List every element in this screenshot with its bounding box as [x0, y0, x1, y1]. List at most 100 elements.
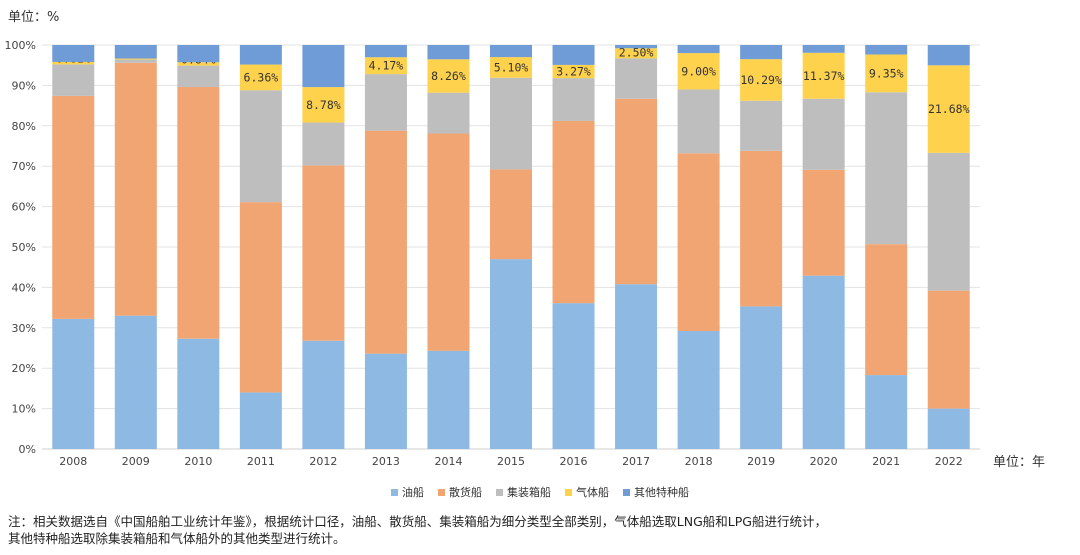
- bar-segment: [865, 244, 908, 376]
- bar-segment: [177, 45, 220, 63]
- bar-segment: [364, 45, 407, 58]
- bar-segment: [239, 45, 282, 65]
- bar-segment: [615, 45, 658, 49]
- data-label: 9.35%: [869, 66, 904, 80]
- legend-swatch: [391, 488, 398, 496]
- y-axis-unit-label: 单位：%: [8, 10, 60, 25]
- x-tick-label: 2017: [622, 455, 650, 468]
- bar-segment: [427, 59, 470, 93]
- bar-segment: [927, 290, 970, 409]
- bar-segment: [427, 92, 470, 134]
- bar-segment: [177, 65, 220, 88]
- bar-segment: [52, 61, 95, 65]
- bar-segment: [552, 64, 595, 79]
- data-label: 4.17%: [369, 59, 404, 73]
- legend-swatch: [565, 488, 572, 496]
- bar-segment: [927, 408, 970, 449]
- x-tick-label: 2010: [184, 455, 212, 468]
- bar-segment: [114, 315, 157, 449]
- bar-segment: [52, 64, 95, 96]
- data-label: 6.36%: [244, 70, 279, 84]
- legend-label: 气体船: [576, 486, 609, 499]
- bar-segment: [677, 331, 720, 449]
- x-tick-label: 2009: [122, 455, 150, 468]
- y-tick-label: 100%: [5, 39, 36, 52]
- bar-segment: [740, 306, 783, 449]
- data-label: 10.29%: [740, 73, 782, 87]
- bar-segment: [802, 98, 845, 170]
- bar-segment: [552, 303, 595, 449]
- y-tick-label: 40%: [12, 281, 36, 294]
- bar-segment: [552, 78, 595, 121]
- bar-segment: [177, 338, 220, 449]
- bar-segment: [114, 45, 157, 59]
- bar-segment: [740, 150, 783, 307]
- x-tick-label: 2016: [560, 455, 588, 468]
- footnote-line-2: 其他特种船选取除集装箱船和气体船外的其他类型进行统计。: [8, 531, 346, 546]
- bar-segment: [114, 58, 157, 60]
- bar-segment: [239, 90, 282, 203]
- bar-segment: [177, 87, 220, 339]
- bar-segment: [490, 259, 532, 449]
- stacked-bar-chart: 0%10%20%30%40%50%60%70%80%90%100%0.61%20…: [5, 39, 980, 468]
- bar-segment: [552, 45, 595, 65]
- bar-segment: [740, 59, 783, 101]
- bar-segment: [114, 59, 157, 63]
- legend-swatch: [496, 488, 503, 496]
- x-tick-label: 2012: [309, 455, 337, 468]
- bar-segment: [490, 77, 532, 170]
- bar-segment: [490, 45, 532, 58]
- bar-segment: [302, 45, 345, 88]
- bar-segment: [740, 45, 783, 60]
- legend-label: 散货船: [449, 486, 482, 499]
- bar-segment: [615, 58, 658, 99]
- y-tick-label: 90%: [12, 79, 36, 92]
- bar-segment: [364, 57, 407, 75]
- bar-segment: [490, 57, 532, 78]
- legend-swatch: [623, 488, 630, 496]
- legend-swatch: [438, 488, 445, 496]
- data-label: 8.26%: [431, 69, 466, 83]
- legend-item: 散货船: [438, 484, 482, 500]
- bar-segment: [865, 375, 908, 449]
- bar-segment: [677, 89, 720, 154]
- legend-item: 集装箱船: [496, 484, 551, 500]
- bar-segment: [239, 392, 282, 449]
- data-label: 21.68%: [928, 102, 970, 116]
- bar-segment: [114, 62, 157, 316]
- bar-segment: [802, 52, 845, 99]
- bar-segment: [802, 169, 845, 276]
- bar-segment: [927, 65, 970, 153]
- bar-segment: [677, 45, 720, 54]
- bar-segment: [427, 45, 470, 60]
- bar-segment: [802, 275, 845, 449]
- bar-segment: [302, 165, 345, 341]
- bar-segment: [52, 95, 95, 319]
- x-tick-label: 2018: [685, 455, 713, 468]
- bar-segment: [552, 120, 595, 304]
- bar-segment: [927, 45, 970, 66]
- y-tick-label: 60%: [12, 201, 36, 214]
- bar-segment: [740, 100, 783, 151]
- legend-item: 气体船: [565, 484, 609, 500]
- x-tick-label: 2011: [247, 455, 275, 468]
- bar-segment: [865, 54, 908, 93]
- bar-segment: [615, 284, 658, 449]
- data-label: 9.00%: [681, 64, 716, 78]
- bar-segment: [865, 92, 908, 245]
- x-tick-label: 2014: [434, 455, 462, 468]
- y-tick-label: 30%: [12, 322, 36, 335]
- footnote-line-1: 注：相关数据选自《中国船舶工业统计年鉴》，根据统计口径，油船、散货船、集装箱船为…: [8, 514, 827, 529]
- legend-item: 油船: [391, 484, 424, 500]
- bar-segment: [302, 87, 345, 123]
- x-axis-unit-label: 单位：年: [993, 455, 1046, 470]
- bar-segment: [364, 130, 407, 354]
- bar-segment: [615, 48, 658, 59]
- x-tick-label: 2021: [872, 455, 900, 468]
- bar-segment: [302, 340, 345, 449]
- y-tick-label: 70%: [12, 160, 36, 173]
- y-tick-label: 20%: [12, 362, 36, 375]
- legend-label: 其他特种船: [634, 486, 689, 499]
- bar-segment: [427, 350, 470, 449]
- bar-segment: [364, 74, 407, 131]
